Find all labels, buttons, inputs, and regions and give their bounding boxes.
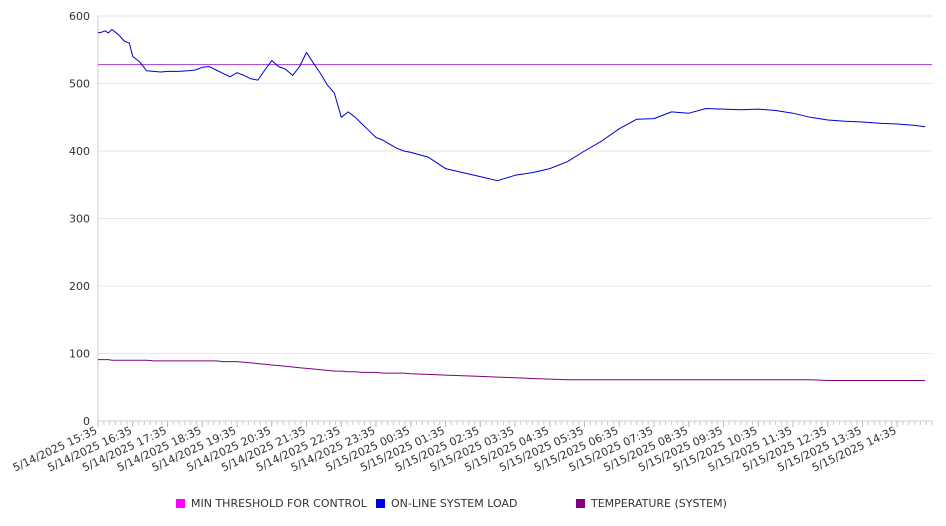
x-tick-labels: 5/14/2025 15:355/14/2025 16:355/14/2025 … bbox=[11, 424, 899, 474]
legend: MIN THRESHOLD FOR CONTROL ON-LINE SYSTEM… bbox=[0, 497, 946, 515]
series-lines bbox=[97, 29, 932, 381]
y-tick-label-300: 300 bbox=[69, 213, 90, 226]
legend-swatch-min-threshold bbox=[176, 499, 185, 508]
legend-swatch-temperature bbox=[576, 499, 585, 508]
series-line-1 bbox=[97, 29, 926, 182]
y-tick-label-500: 500 bbox=[69, 78, 90, 91]
legend-swatch-system-load bbox=[376, 499, 385, 508]
legend-item-temperature[interactable]: TEMPERATURE (SYSTEM) bbox=[576, 497, 727, 510]
series-line-2 bbox=[98, 359, 926, 381]
y-tick-label-400: 400 bbox=[69, 145, 90, 158]
y-tick-label-100: 100 bbox=[69, 348, 90, 361]
legend-item-min-threshold[interactable]: MIN THRESHOLD FOR CONTROL bbox=[176, 497, 367, 510]
legend-label-min-threshold: MIN THRESHOLD FOR CONTROL bbox=[191, 497, 367, 510]
legend-label-system-load: ON-LINE SYSTEM LOAD bbox=[391, 497, 518, 510]
y-tick-labels: 0 100 200 300 400 500 600 bbox=[69, 10, 90, 428]
legend-item-system-load[interactable]: ON-LINE SYSTEM LOAD bbox=[376, 497, 517, 510]
legend-label-temperature: TEMPERATURE (SYSTEM) bbox=[591, 497, 727, 510]
y-tick-label-600: 600 bbox=[69, 10, 90, 23]
y-tick-label-0: 0 bbox=[83, 415, 90, 428]
gridlines bbox=[98, 15, 932, 354]
axes bbox=[97, 16, 933, 427]
y-tick-label-200: 200 bbox=[69, 280, 90, 293]
